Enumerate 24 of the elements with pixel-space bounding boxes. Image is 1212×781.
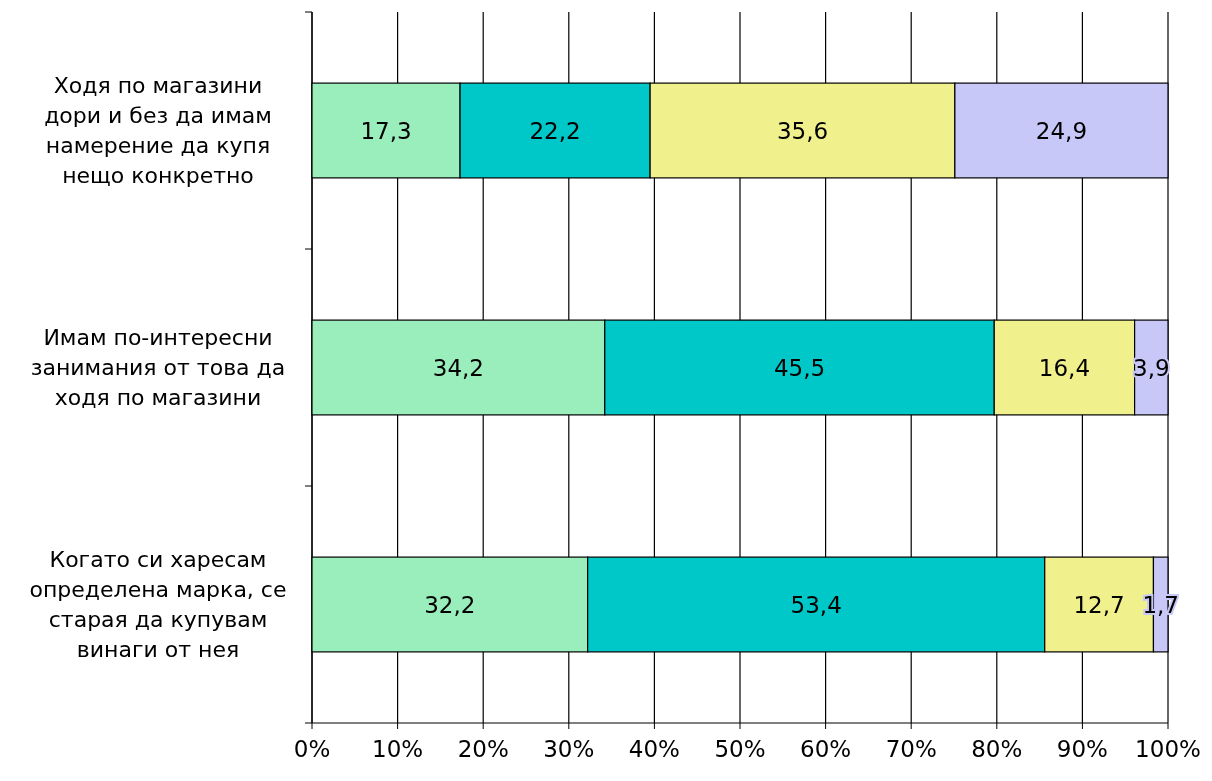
y-tick-label: Ходя по магазини дори и без да имам намерение да купя нещо конкретно: [44, 73, 272, 189]
x-tick-label: 20%: [457, 736, 509, 762]
x-tick-label: 90%: [1056, 736, 1108, 762]
data-label: 45,5: [773, 354, 826, 381]
data-label: 12,7: [1073, 591, 1125, 618]
data-label: 24,9: [1035, 117, 1088, 144]
data-label: 16,4: [1038, 354, 1091, 381]
y-tick-label: Имам по-интересни занимания от това да ходя по магазини: [30, 325, 286, 411]
x-tick-label: 70%: [885, 736, 937, 762]
x-tick-label: 0%: [293, 736, 331, 762]
data-label: 32,2: [424, 591, 476, 618]
x-tick-label: 60%: [800, 736, 852, 762]
data-label: 35,6: [776, 117, 829, 144]
x-tick-label: 50%: [714, 736, 766, 762]
data-label: 53,4: [790, 591, 842, 618]
data-label: 22,2: [529, 117, 581, 144]
x-tick-label: 100%: [1135, 736, 1201, 762]
x-tick-label: 10%: [372, 736, 424, 762]
x-tick-label: 40%: [628, 736, 680, 762]
x-tick-label: 80%: [971, 736, 1023, 762]
data-label: 34,2: [432, 354, 484, 381]
x-tick-label: 30%: [543, 736, 595, 762]
y-tick-label: Когато си харесам определена марка, се старая да купувам винаги от нея: [29, 547, 287, 663]
data-label: 17,3: [360, 117, 412, 144]
